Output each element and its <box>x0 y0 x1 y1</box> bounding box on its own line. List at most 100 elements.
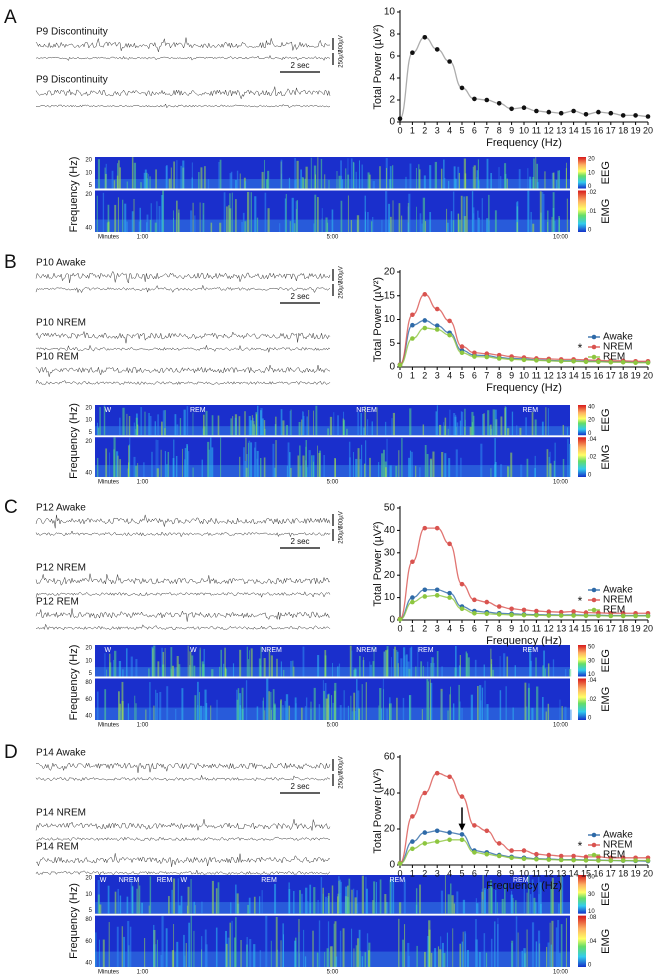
spectrogram-streak <box>472 415 475 436</box>
spectrogram-streak <box>356 938 360 967</box>
spectrogram-streak <box>480 443 483 477</box>
spectrogram-streak <box>542 193 545 232</box>
spectrogram-streak <box>427 661 429 677</box>
spectrogram-streak <box>372 181 375 189</box>
spectrogram-streak <box>460 457 462 477</box>
spectrogram-streak <box>525 417 528 436</box>
spectrogram-streak <box>447 710 449 720</box>
eeg-trace <box>35 330 331 344</box>
spectrogram-streak <box>313 687 316 720</box>
spectrogram-streak <box>361 684 363 720</box>
spectrogram-streak <box>439 949 442 967</box>
emg-trace <box>35 379 331 386</box>
data-point <box>422 292 428 297</box>
spectrogram-streak <box>183 409 186 436</box>
data-point <box>447 332 452 338</box>
spectrogram-streak <box>231 920 233 967</box>
state-label: W <box>105 407 112 414</box>
spectrogram-streak <box>245 437 247 477</box>
state-label: REM <box>157 877 173 884</box>
panel-letter: D <box>4 742 18 763</box>
spectrogram-streak <box>369 457 371 477</box>
spectrogram-streak <box>286 465 288 477</box>
spectrogram-streak <box>479 952 481 967</box>
spectrogram-streak <box>199 705 203 720</box>
data-point <box>546 109 552 115</box>
spectrogram-streak <box>236 893 239 914</box>
spectrogram-streak <box>446 932 448 967</box>
data-point <box>484 351 490 357</box>
spectrogram-streak <box>138 885 141 914</box>
spectrogram-streak <box>268 691 270 720</box>
spectrogram-streak <box>388 703 390 720</box>
spectrogram-streak <box>389 879 391 914</box>
spectrogram-streak <box>292 660 294 677</box>
spectrogram-streak <box>234 417 237 436</box>
spectrogram-streak <box>313 165 317 189</box>
spectrogram-streak <box>334 682 337 720</box>
spectrogram-streak <box>443 422 445 436</box>
spectrogram-streak <box>307 901 309 914</box>
spectrogram-streak <box>479 700 482 720</box>
x-tick-label: 6 <box>472 868 477 878</box>
spectrogram-streak <box>361 875 365 914</box>
spectrogram-streak <box>224 647 226 677</box>
spectrogram-streak <box>280 661 282 677</box>
spectrogram-streak <box>127 921 130 967</box>
y-tick-label: 20 <box>384 824 396 835</box>
spectrogram-streak <box>122 669 124 677</box>
spectrogram-streak <box>416 206 417 232</box>
spectrogram-streak <box>326 948 329 967</box>
spectrogram-streak <box>243 177 246 189</box>
spectrogram-streak <box>290 467 292 477</box>
spectrogram-streak <box>247 904 250 914</box>
spectrogram-streak <box>566 427 569 436</box>
trace-label: P14 REM <box>36 842 79 853</box>
spectrogram-streak <box>484 888 486 914</box>
spectrogram-streak <box>261 171 264 189</box>
spectrogram-streak <box>369 661 371 677</box>
spectrogram-streak <box>358 160 360 189</box>
data-point <box>410 595 415 600</box>
spectrogram-streak <box>172 878 176 914</box>
data-point <box>596 109 601 115</box>
spectrogram-streak <box>424 445 427 477</box>
data-point <box>472 350 477 356</box>
spectrogram-streak <box>488 888 490 914</box>
spectrogram-streak <box>527 168 529 189</box>
spectrogram-streak <box>170 647 173 677</box>
spectrogram-streak <box>301 419 303 436</box>
spectrogram-streak <box>359 655 361 677</box>
scale-label: 300µV <box>339 35 345 52</box>
data-point <box>459 581 465 587</box>
spectrogram-streak <box>171 889 173 914</box>
spectrogram-streak <box>107 221 110 232</box>
scale-label: 2 sec <box>290 292 309 301</box>
spectrogram-streak <box>208 449 210 477</box>
x-tick-label: 4 <box>447 868 452 878</box>
spectrogram-streak <box>290 660 293 677</box>
spectrogram-streak <box>236 170 239 189</box>
data-point <box>521 848 527 853</box>
y-tick-label: 10 <box>384 314 396 325</box>
spectrogram-streak <box>149 682 151 720</box>
spectrogram-streak <box>546 946 548 967</box>
spectrogram-streak <box>226 206 228 232</box>
spectrogram-streak <box>473 213 475 232</box>
spectrogram-streak <box>113 449 115 477</box>
spectrogram-streak <box>102 939 105 967</box>
x-tick-label: 6 <box>472 623 477 633</box>
x-tick-label: 15 <box>581 868 591 878</box>
x-tick-label: 12 <box>544 370 554 380</box>
data-point <box>410 336 415 341</box>
channel-label: EEG <box>600 161 612 184</box>
spectrogram-streak <box>217 882 220 914</box>
spectrogram-streak <box>565 918 568 967</box>
spectrogram-streak <box>210 437 212 477</box>
spectrogram-streak <box>494 461 497 477</box>
x-tick-label: 4 <box>447 370 452 380</box>
legend-label: Awake <box>603 585 633 596</box>
x-tick-label: 8 <box>497 623 502 633</box>
spectrogram-streak <box>296 160 299 189</box>
spectrogram-streak <box>464 408 466 436</box>
